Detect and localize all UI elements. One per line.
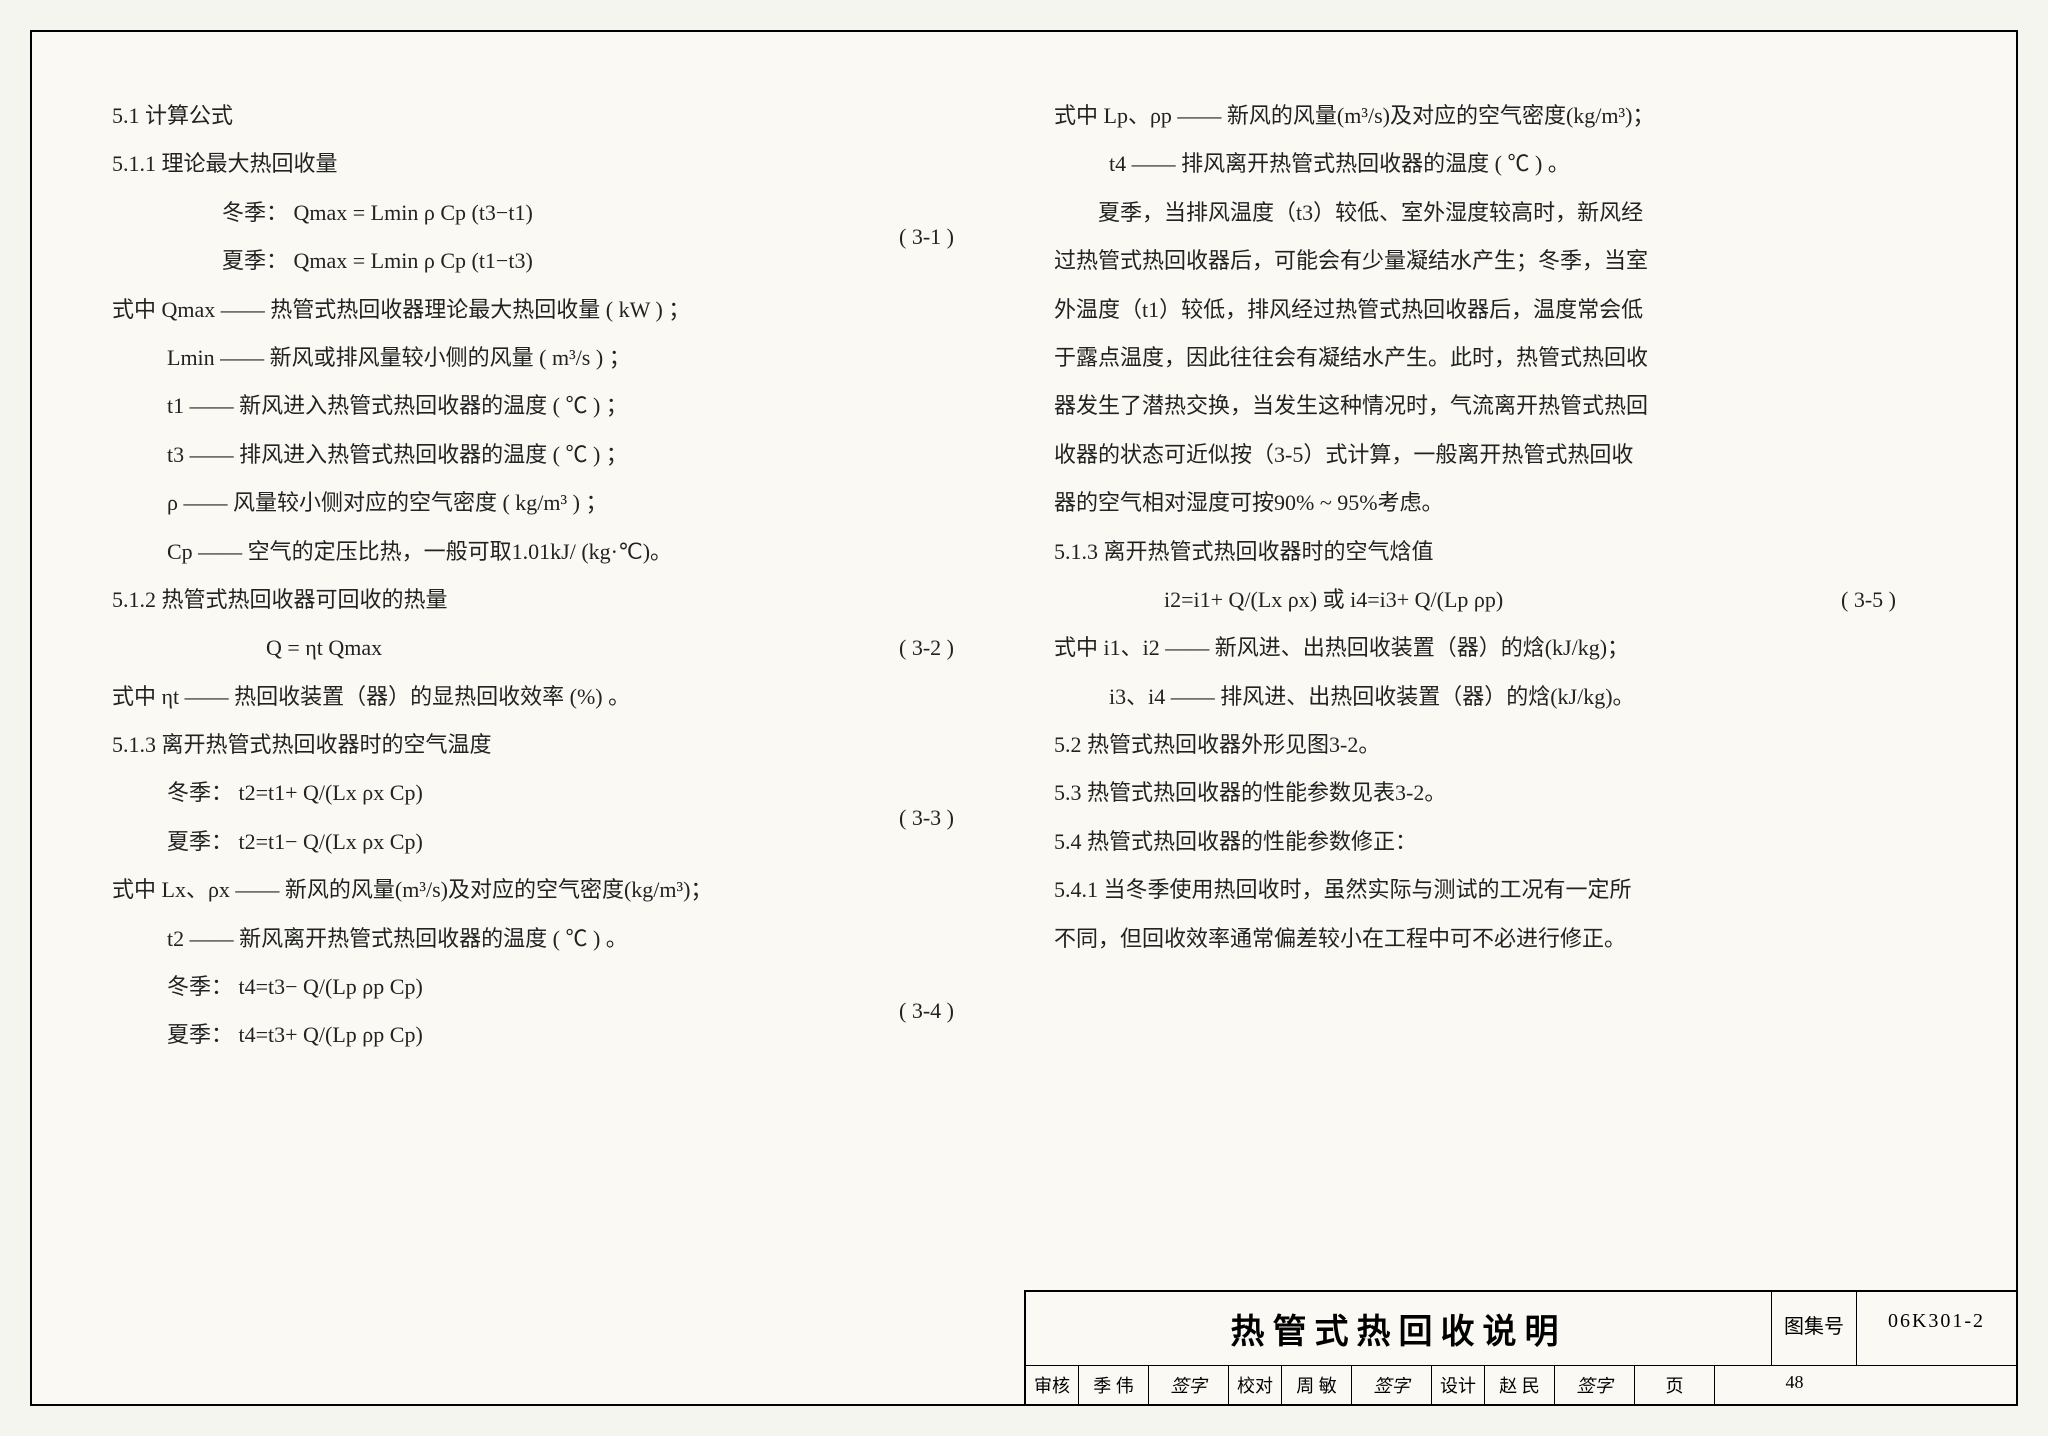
equation-number-3-1: ( 3-1 ) [899, 213, 954, 261]
paragraph-line-6: 收器的状态可近似按（3-5）式计算，一般离开热管式热回收 [1054, 431, 1936, 479]
equation-3-3-summer: 夏季： t2=t1− Q/(Lx ρx Cp) [112, 818, 423, 866]
document-page: 5.1 计算公式 5.1.1 理论最大热回收量 冬季： Qmax = Lmin … [30, 30, 2018, 1406]
def-qmax: 式中 Qmax —— 热管式热回收器理论最大热回收量 ( kW ) ； [112, 286, 994, 334]
heading-5-3: 5.3 热管式热回收器的性能参数见表3-2。 [1054, 769, 1936, 817]
content-columns: 5.1 计算公式 5.1.1 理论最大热回收量 冬季： Qmax = Lmin … [112, 92, 1936, 1284]
paragraph-line-3: 外温度（t1）较低，排风经过热管式热回收器后，温度常会低 [1054, 286, 1936, 334]
equation-3-1-winter: 冬季： Qmax = Lmin ρ Cp (t3−t1) [112, 189, 533, 237]
def-lp: 式中 Lp、ρp —— 新风的风量(m³/s)及对应的空气密度(kg/m³)； [1054, 92, 1936, 140]
paragraph-line-7: 器的空气相对湿度可按90% ~ 95%考虑。 [1054, 479, 1936, 527]
heading-5-2: 5.2 热管式热回收器外形见图3-2。 [1054, 721, 1936, 769]
equation-number-3-4: ( 3-4 ) [899, 987, 954, 1035]
equation-3-4-summer: 夏季： t4=t3+ Q/(Lp ρp Cp) [112, 1011, 423, 1059]
page-number: 48 [1714, 1366, 1874, 1404]
heading-5-1: 5.1 计算公式 [112, 92, 994, 140]
def-t2: t2 —— 新风离开热管式热回收器的温度 ( ℃ ) 。 [112, 915, 994, 963]
paragraph-line-2: 过热管式热回收器后，可能会有少量凝结水产生；冬季，当室 [1054, 237, 1936, 285]
left-column: 5.1 计算公式 5.1.1 理论最大热回收量 冬季： Qmax = Lmin … [112, 92, 994, 1284]
equation-3-1-summer: 夏季： Qmax = Lmin ρ Cp (t1−t3) [112, 237, 533, 285]
equation-number-3-5: ( 3-5 ) [1841, 576, 1896, 624]
paragraph-line-4: 于露点温度，因此往往会有凝结水产生。此时，热管式热回收 [1054, 334, 1936, 382]
design-name: 赵 民 [1484, 1366, 1554, 1404]
drawing-code-label: 图集号 [1771, 1292, 1856, 1365]
def-cp: Cp —— 空气的定压比热，一般可取1.01kJ/ (kg·℃)。 [112, 528, 994, 576]
heading-5-1-1: 5.1.1 理论最大热回收量 [112, 140, 994, 188]
equation-3-2-body: Q = ηt Qmax [112, 624, 382, 672]
drawing-title: 热管式热回收说明 [1026, 1292, 1771, 1365]
equation-3-4-winter: 冬季： t4=t3− Q/(Lp ρp Cp) [112, 963, 423, 1011]
equation-3-5: i2=i1+ Q/(Lx ρx) 或 i4=i3+ Q/(Lp ρp) ( 3-… [1054, 576, 1936, 624]
page-label: 页 [1634, 1366, 1714, 1404]
design-signature: 签字 [1554, 1366, 1634, 1404]
def-eta: 式中 ηt —— 热回收装置（器）的显热回收效率 (%) 。 [112, 673, 994, 721]
heading-5-1-3b: 5.1.3 离开热管式热回收器时的空气焓值 [1054, 528, 1936, 576]
heading-5-4: 5.4 热管式热回收器的性能参数修正： [1054, 818, 1936, 866]
right-column: 式中 Lp、ρp —— 新风的风量(m³/s)及对应的空气密度(kg/m³)； … [1054, 92, 1936, 1284]
equation-3-3-winter: 冬季： t2=t1+ Q/(Lx ρx Cp) [112, 769, 423, 817]
def-rho: ρ —— 风量较小侧对应的空气密度 ( kg/m³ ) ； [112, 479, 994, 527]
heading-5-1-2: 5.1.2 热管式热回收器可回收的热量 [112, 576, 994, 624]
review-label: 审核 [1026, 1366, 1078, 1404]
paragraph-line-5: 器发生了潜热交换，当发生这种情况时，气流离开热管式热回 [1054, 382, 1936, 430]
def-i1-i2: 式中 i1、i2 —— 新风进、出热回收装置（器）的焓(kJ/kg)； [1054, 624, 1936, 672]
heading-5-4-1b: 不同，但回收效率通常偏差较小在工程中可不必进行修正。 [1054, 915, 1936, 963]
equation-3-1: 冬季： Qmax = Lmin ρ Cp (t3−t1) 夏季： Qmax = … [112, 189, 994, 286]
review-name: 季 伟 [1078, 1366, 1148, 1404]
heading-5-4-1a: 5.4.1 当冬季使用热回收时，虽然实际与测试的工况有一定所 [1054, 866, 1936, 914]
def-t4: t4 —— 排风离开热管式热回收器的温度 ( ℃ ) 。 [1054, 140, 1936, 188]
def-lx: 式中 Lx、ρx —— 新风的风量(m³/s)及对应的空气密度(kg/m³)； [112, 866, 994, 914]
def-lmin: Lmin —— 新风或排风量较小侧的风量 ( m³/s ) ； [112, 334, 994, 382]
design-label: 设计 [1431, 1366, 1484, 1404]
equation-3-2: Q = ηt Qmax ( 3-2 ) [112, 624, 994, 672]
check-signature: 签字 [1351, 1366, 1431, 1404]
title-block-row-1: 热管式热回收说明 图集号 06K301-2 [1026, 1292, 2016, 1366]
title-block-row-2: 审核 季 伟 签字 校对 周 敏 签字 设计 赵 民 签字 页 48 [1026, 1366, 2016, 1404]
equation-3-5-body: i2=i1+ Q/(Lx ρx) 或 i4=i3+ Q/(Lp ρp) [1054, 576, 1503, 624]
check-label: 校对 [1228, 1366, 1281, 1404]
equation-number-3-2: ( 3-2 ) [899, 624, 954, 672]
review-signature: 签字 [1148, 1366, 1228, 1404]
drawing-code-value: 06K301-2 [1856, 1292, 2016, 1365]
heading-5-1-3: 5.1.3 离开热管式热回收器时的空气温度 [112, 721, 994, 769]
check-name: 周 敏 [1281, 1366, 1351, 1404]
equation-3-4: 冬季： t4=t3− Q/(Lp ρp Cp) 夏季： t4=t3+ Q/(Lp… [112, 963, 994, 1060]
def-t3: t3 —— 排风进入热管式热回收器的温度 ( ℃ ) ； [112, 431, 994, 479]
def-i3-i4: i3、i4 —— 排风进、出热回收装置（器）的焓(kJ/kg)。 [1054, 673, 1936, 721]
paragraph-line-1: 夏季，当排风温度（t3）较低、室外湿度较高时，新风经 [1054, 189, 1936, 237]
equation-number-3-3: ( 3-3 ) [899, 794, 954, 842]
def-t1: t1 —— 新风进入热管式热回收器的温度 ( ℃ ) ； [112, 382, 994, 430]
equation-3-3: 冬季： t2=t1+ Q/(Lx ρx Cp) 夏季： t2=t1− Q/(Lx… [112, 769, 994, 866]
title-block: 热管式热回收说明 图集号 06K301-2 审核 季 伟 签字 校对 周 敏 签… [1024, 1290, 2016, 1404]
